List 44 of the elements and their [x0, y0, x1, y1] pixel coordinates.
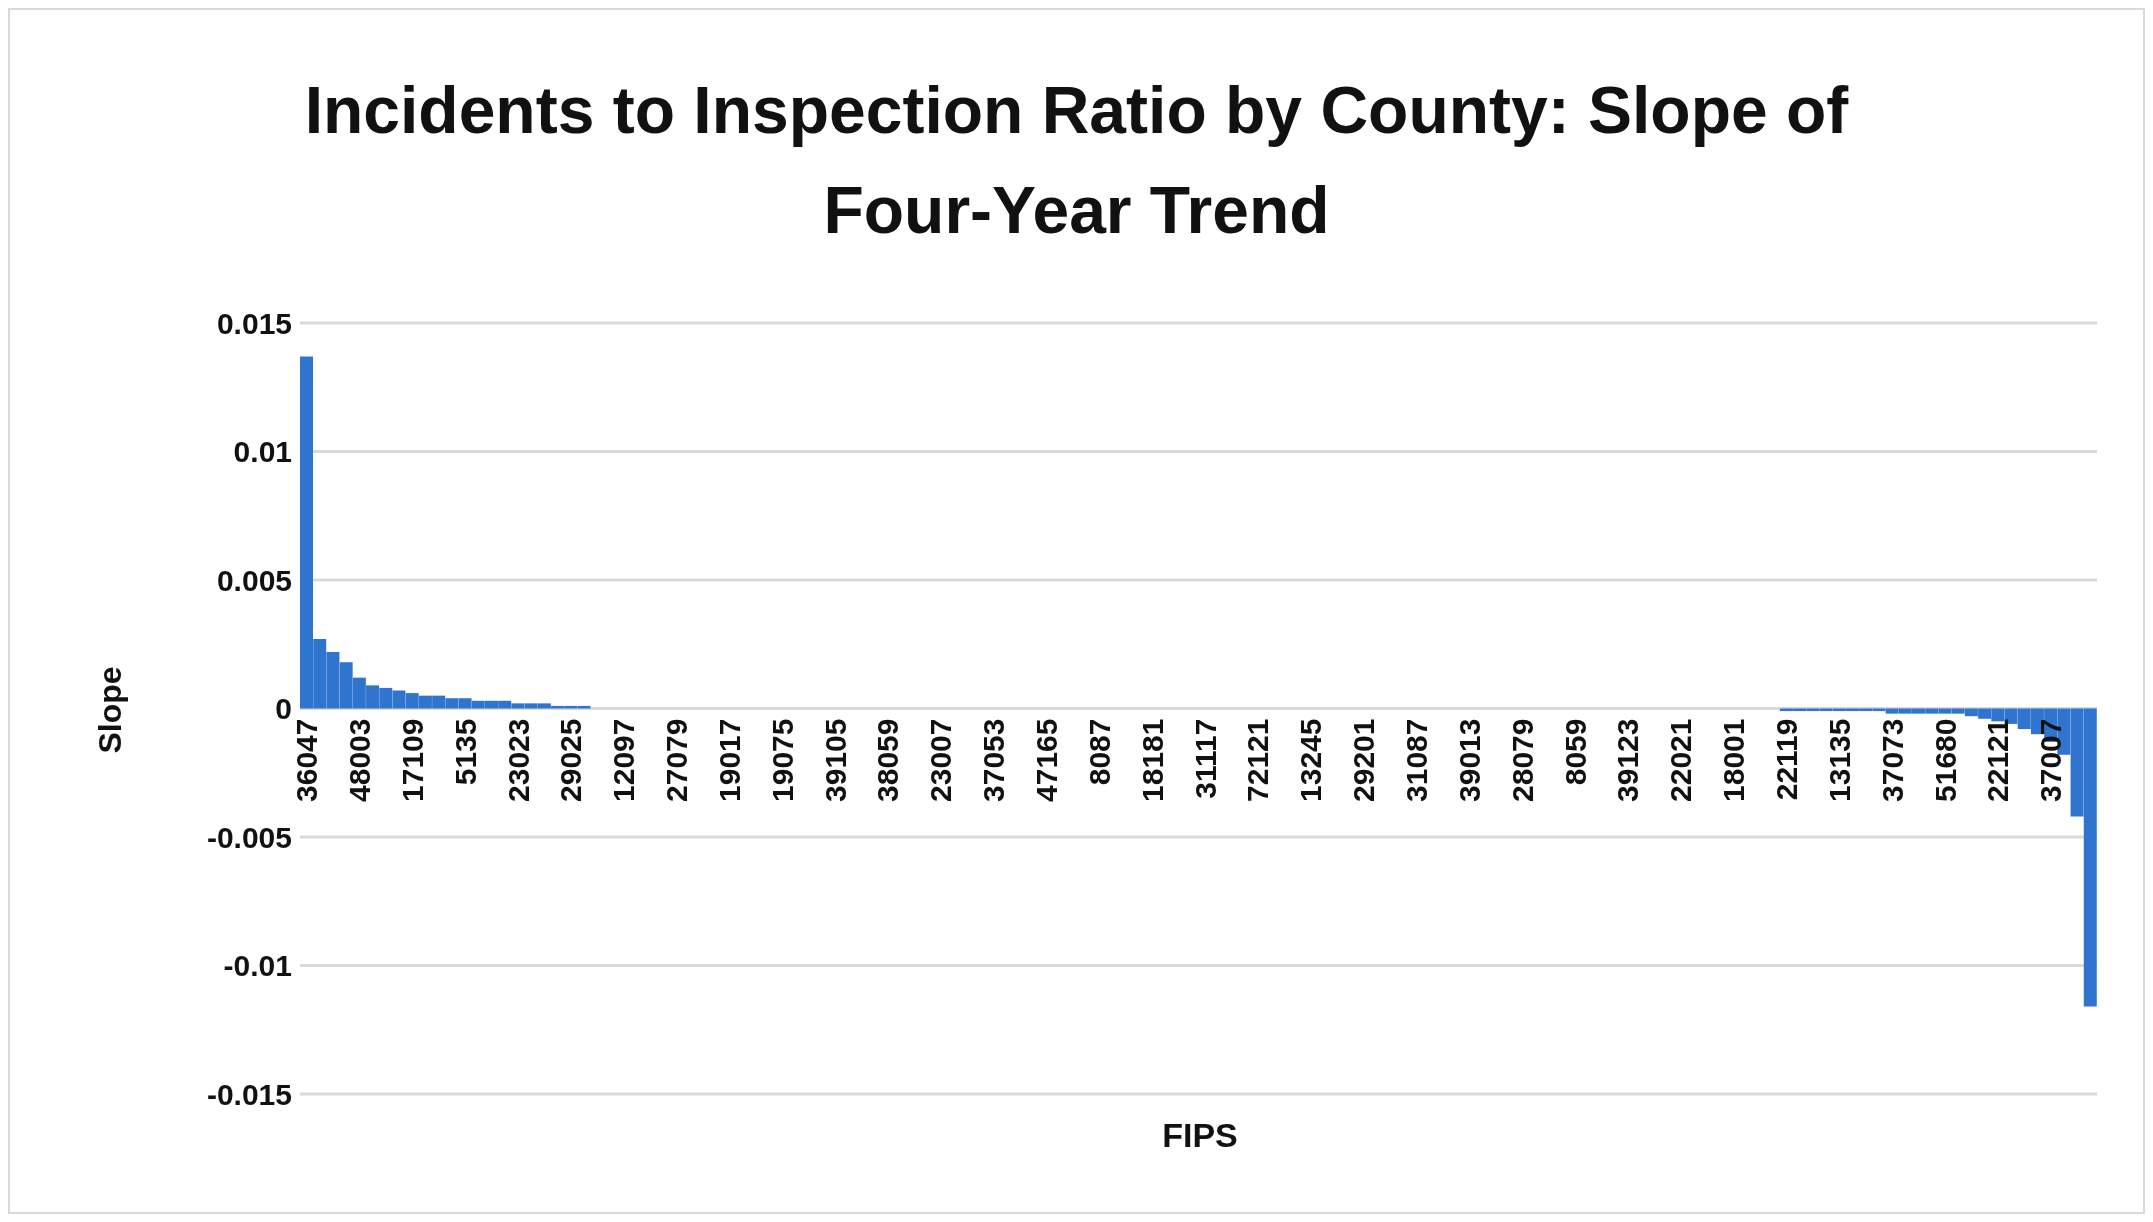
x-tick-label: 39013 — [1452, 718, 1486, 802]
x-tick-label: 39105 — [818, 718, 852, 802]
x-tick-label: 13135 — [1822, 718, 1856, 802]
x-tick-label: 38059 — [871, 718, 905, 802]
x-tick-label: 19075 — [765, 718, 799, 802]
x-tick-label: 48003 — [342, 718, 376, 802]
y-tick-label: 0.01 — [233, 435, 292, 469]
x-tick-label: 47165 — [1030, 718, 1064, 802]
x-tick-label: 36047 — [290, 718, 324, 802]
x-tick-label: 37007 — [2034, 718, 2068, 802]
y-tick-label: -0.01 — [223, 949, 292, 983]
x-tick-label: 22021 — [1664, 718, 1698, 802]
chart-title: Incidents to Inspection Ratio by County: Slope of Four-Year Trend — [303, 72, 1850, 249]
x-tick-label: 18001 — [1717, 718, 1751, 802]
x-tick-label: 28079 — [1505, 718, 1539, 802]
x-tick-label: 37073 — [1875, 718, 1909, 802]
x-tick-label: 5135 — [448, 718, 482, 786]
x-tick-label: 29201 — [1347, 718, 1381, 802]
y-tick-label: 0 — [275, 692, 292, 726]
x-tick-label: 23007 — [924, 718, 958, 802]
x-tick-label: 22121 — [1981, 718, 2015, 802]
y-axis-title: Slope — [91, 666, 129, 754]
x-tick-label: 17109 — [395, 718, 429, 802]
x-tick-label: 12097 — [607, 718, 641, 802]
x-tick-label: 31087 — [1400, 718, 1434, 802]
x-tick-label: 31117 — [1188, 718, 1222, 799]
x-tick-label: 27079 — [660, 718, 694, 802]
y-tick-label: -0.015 — [206, 1077, 292, 1111]
x-tick-label: 8059 — [1558, 718, 1592, 786]
x-tick-label: 8087 — [1082, 718, 1116, 786]
y-tick-label: 0.015 — [216, 306, 292, 340]
x-tick-label: 39123 — [1611, 718, 1645, 802]
x-tick-label: 51680 — [1928, 718, 1962, 802]
x-tick-label: 19017 — [712, 718, 746, 802]
y-tick-label: 0.005 — [216, 563, 292, 597]
x-tick-label: 13245 — [1294, 718, 1328, 802]
x-tick-label: 72121 — [1241, 718, 1275, 802]
x-tick-label: 18181 — [1135, 718, 1169, 802]
x-tick-label: 23023 — [501, 718, 535, 802]
x-axis-title: FIPS — [1162, 1115, 1238, 1155]
x-tick-label: 37053 — [977, 718, 1011, 802]
x-tick-label: 22119 — [1769, 718, 1803, 801]
x-tick-label: 29025 — [554, 718, 588, 802]
y-tick-label: -0.005 — [206, 820, 292, 854]
